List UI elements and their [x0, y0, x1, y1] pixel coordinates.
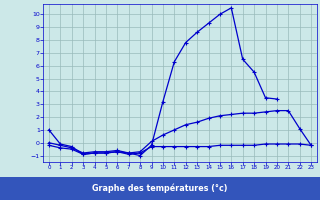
- Text: Graphe des températures (°c): Graphe des températures (°c): [92, 184, 228, 193]
